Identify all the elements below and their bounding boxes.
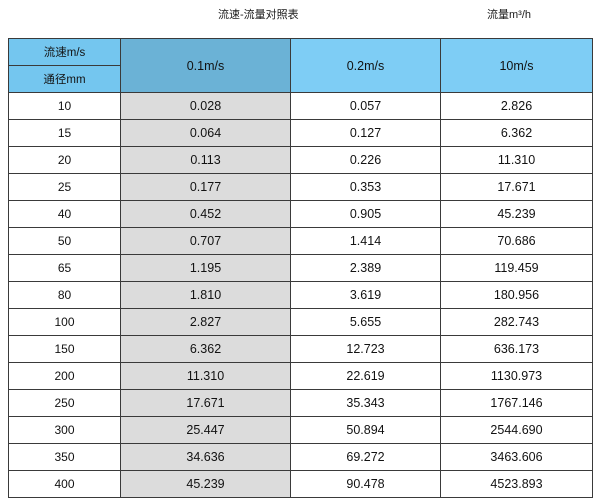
table-header: 流速m/s 0.1m/s 0.2m/s 10m/s 通径mm bbox=[8, 38, 593, 93]
cell-flow-0.1: 0.177 bbox=[120, 173, 291, 201]
header-column-2: 10m/s bbox=[440, 38, 593, 93]
cell-flow-10: 45.239 bbox=[440, 200, 593, 228]
cell-flow-10: 4523.893 bbox=[440, 470, 593, 498]
table-row: 150 6.362 12.723 636.173 bbox=[8, 335, 593, 363]
table-row: 250 17.671 35.343 1767.146 bbox=[8, 389, 593, 417]
cell-flow-0.2: 0.353 bbox=[290, 173, 441, 201]
cell-diameter: 300 bbox=[8, 416, 121, 444]
table-row: 40 0.452 0.905 45.239 bbox=[8, 200, 593, 228]
cell-flow-10: 636.173 bbox=[440, 335, 593, 363]
cell-flow-0.2: 35.343 bbox=[290, 389, 441, 417]
cell-flow-0.2: 3.619 bbox=[290, 281, 441, 309]
cell-flow-10: 3463.606 bbox=[440, 443, 593, 471]
cell-flow-0.1: 0.028 bbox=[120, 92, 291, 120]
cell-flow-0.1: 2.827 bbox=[120, 308, 291, 336]
cell-flow-10: 282.743 bbox=[440, 308, 593, 336]
header-velocity-label: 流速m/s bbox=[8, 38, 121, 66]
cell-flow-10: 119.459 bbox=[440, 254, 593, 282]
table-body: 10 0.028 0.057 2.826 15 0.064 0.127 6.36… bbox=[8, 92, 593, 498]
cell-flow-0.1: 0.707 bbox=[120, 227, 291, 255]
cell-diameter: 10 bbox=[8, 92, 121, 120]
cell-flow-10: 6.362 bbox=[440, 119, 593, 147]
cell-diameter: 100 bbox=[8, 308, 121, 336]
cell-diameter: 50 bbox=[8, 227, 121, 255]
cell-flow-10: 2.826 bbox=[440, 92, 593, 120]
cell-flow-0.1: 11.310 bbox=[120, 362, 291, 390]
cell-flow-10: 1130.973 bbox=[440, 362, 593, 390]
table-row: 300 25.447 50.894 2544.690 bbox=[8, 416, 593, 444]
header-column-1: 0.2m/s bbox=[290, 38, 441, 93]
cell-flow-0.2: 0.226 bbox=[290, 146, 441, 174]
cell-diameter: 250 bbox=[8, 389, 121, 417]
cell-flow-0.1: 1.195 bbox=[120, 254, 291, 282]
header-column-0: 0.1m/s bbox=[120, 38, 291, 93]
cell-flow-0.2: 0.057 bbox=[290, 92, 441, 120]
header-diameter-label: 通径mm bbox=[8, 65, 121, 93]
cell-flow-0.2: 90.478 bbox=[290, 470, 441, 498]
cell-flow-0.1: 45.239 bbox=[120, 470, 291, 498]
table-row: 400 45.239 90.478 4523.893 bbox=[8, 470, 593, 498]
cell-flow-0.1: 34.636 bbox=[120, 443, 291, 471]
flow-unit-label: 流量m³/h bbox=[487, 9, 531, 21]
table-row: 200 11.310 22.619 1130.973 bbox=[8, 362, 593, 390]
cell-flow-0.2: 1.414 bbox=[290, 227, 441, 255]
flow-velocity-table: 流速m/s 0.1m/s 0.2m/s 10m/s 通径mm 10 0.028 … bbox=[8, 38, 593, 498]
cell-flow-0.2: 69.272 bbox=[290, 443, 441, 471]
cell-diameter: 40 bbox=[8, 200, 121, 228]
cell-diameter: 20 bbox=[8, 146, 121, 174]
cell-flow-0.1: 1.810 bbox=[120, 281, 291, 309]
table-row: 80 1.810 3.619 180.956 bbox=[8, 281, 593, 309]
table-row: 50 0.707 1.414 70.686 bbox=[8, 227, 593, 255]
flow-velocity-table-wrapper: 流速m/s 0.1m/s 0.2m/s 10m/s 通径mm 10 0.028 … bbox=[8, 38, 593, 498]
cell-flow-0.2: 12.723 bbox=[290, 335, 441, 363]
table-row: 65 1.195 2.389 119.459 bbox=[8, 254, 593, 282]
table-row: 25 0.177 0.353 17.671 bbox=[8, 173, 593, 201]
cell-flow-0.2: 22.619 bbox=[290, 362, 441, 390]
cell-flow-0.1: 25.447 bbox=[120, 416, 291, 444]
chart-title: 流速-流量对照表 bbox=[218, 9, 299, 21]
cell-diameter: 80 bbox=[8, 281, 121, 309]
cell-flow-0.1: 0.064 bbox=[120, 119, 291, 147]
cell-diameter: 350 bbox=[8, 443, 121, 471]
cell-flow-0.2: 0.905 bbox=[290, 200, 441, 228]
cell-flow-0.2: 50.894 bbox=[290, 416, 441, 444]
cell-flow-0.1: 17.671 bbox=[120, 389, 291, 417]
cell-flow-10: 2544.690 bbox=[440, 416, 593, 444]
cell-diameter: 65 bbox=[8, 254, 121, 282]
cell-flow-0.1: 0.452 bbox=[120, 200, 291, 228]
cell-flow-0.2: 2.389 bbox=[290, 254, 441, 282]
table-row: 350 34.636 69.272 3463.606 bbox=[8, 443, 593, 471]
table-row: 15 0.064 0.127 6.362 bbox=[8, 119, 593, 147]
cell-diameter: 200 bbox=[8, 362, 121, 390]
cell-diameter: 150 bbox=[8, 335, 121, 363]
cell-flow-10: 11.310 bbox=[440, 146, 593, 174]
table-header-row-top: 流速m/s 0.1m/s 0.2m/s 10m/s bbox=[8, 38, 593, 93]
table-row: 10 0.028 0.057 2.826 bbox=[8, 92, 593, 120]
cell-flow-10: 17.671 bbox=[440, 173, 593, 201]
table-row: 100 2.827 5.655 282.743 bbox=[8, 308, 593, 336]
cell-diameter: 400 bbox=[8, 470, 121, 498]
caption-row: 流速-流量对照表 流量m³/h bbox=[0, 0, 600, 36]
table-row: 20 0.113 0.226 11.310 bbox=[8, 146, 593, 174]
cell-flow-0.2: 5.655 bbox=[290, 308, 441, 336]
table-header-row-bottom: 通径mm bbox=[8, 65, 593, 93]
cell-diameter: 25 bbox=[8, 173, 121, 201]
cell-flow-0.1: 0.113 bbox=[120, 146, 291, 174]
cell-flow-10: 1767.146 bbox=[440, 389, 593, 417]
cell-flow-10: 180.956 bbox=[440, 281, 593, 309]
cell-flow-0.1: 6.362 bbox=[120, 335, 291, 363]
cell-diameter: 15 bbox=[8, 119, 121, 147]
cell-flow-0.2: 0.127 bbox=[290, 119, 441, 147]
cell-flow-10: 70.686 bbox=[440, 227, 593, 255]
